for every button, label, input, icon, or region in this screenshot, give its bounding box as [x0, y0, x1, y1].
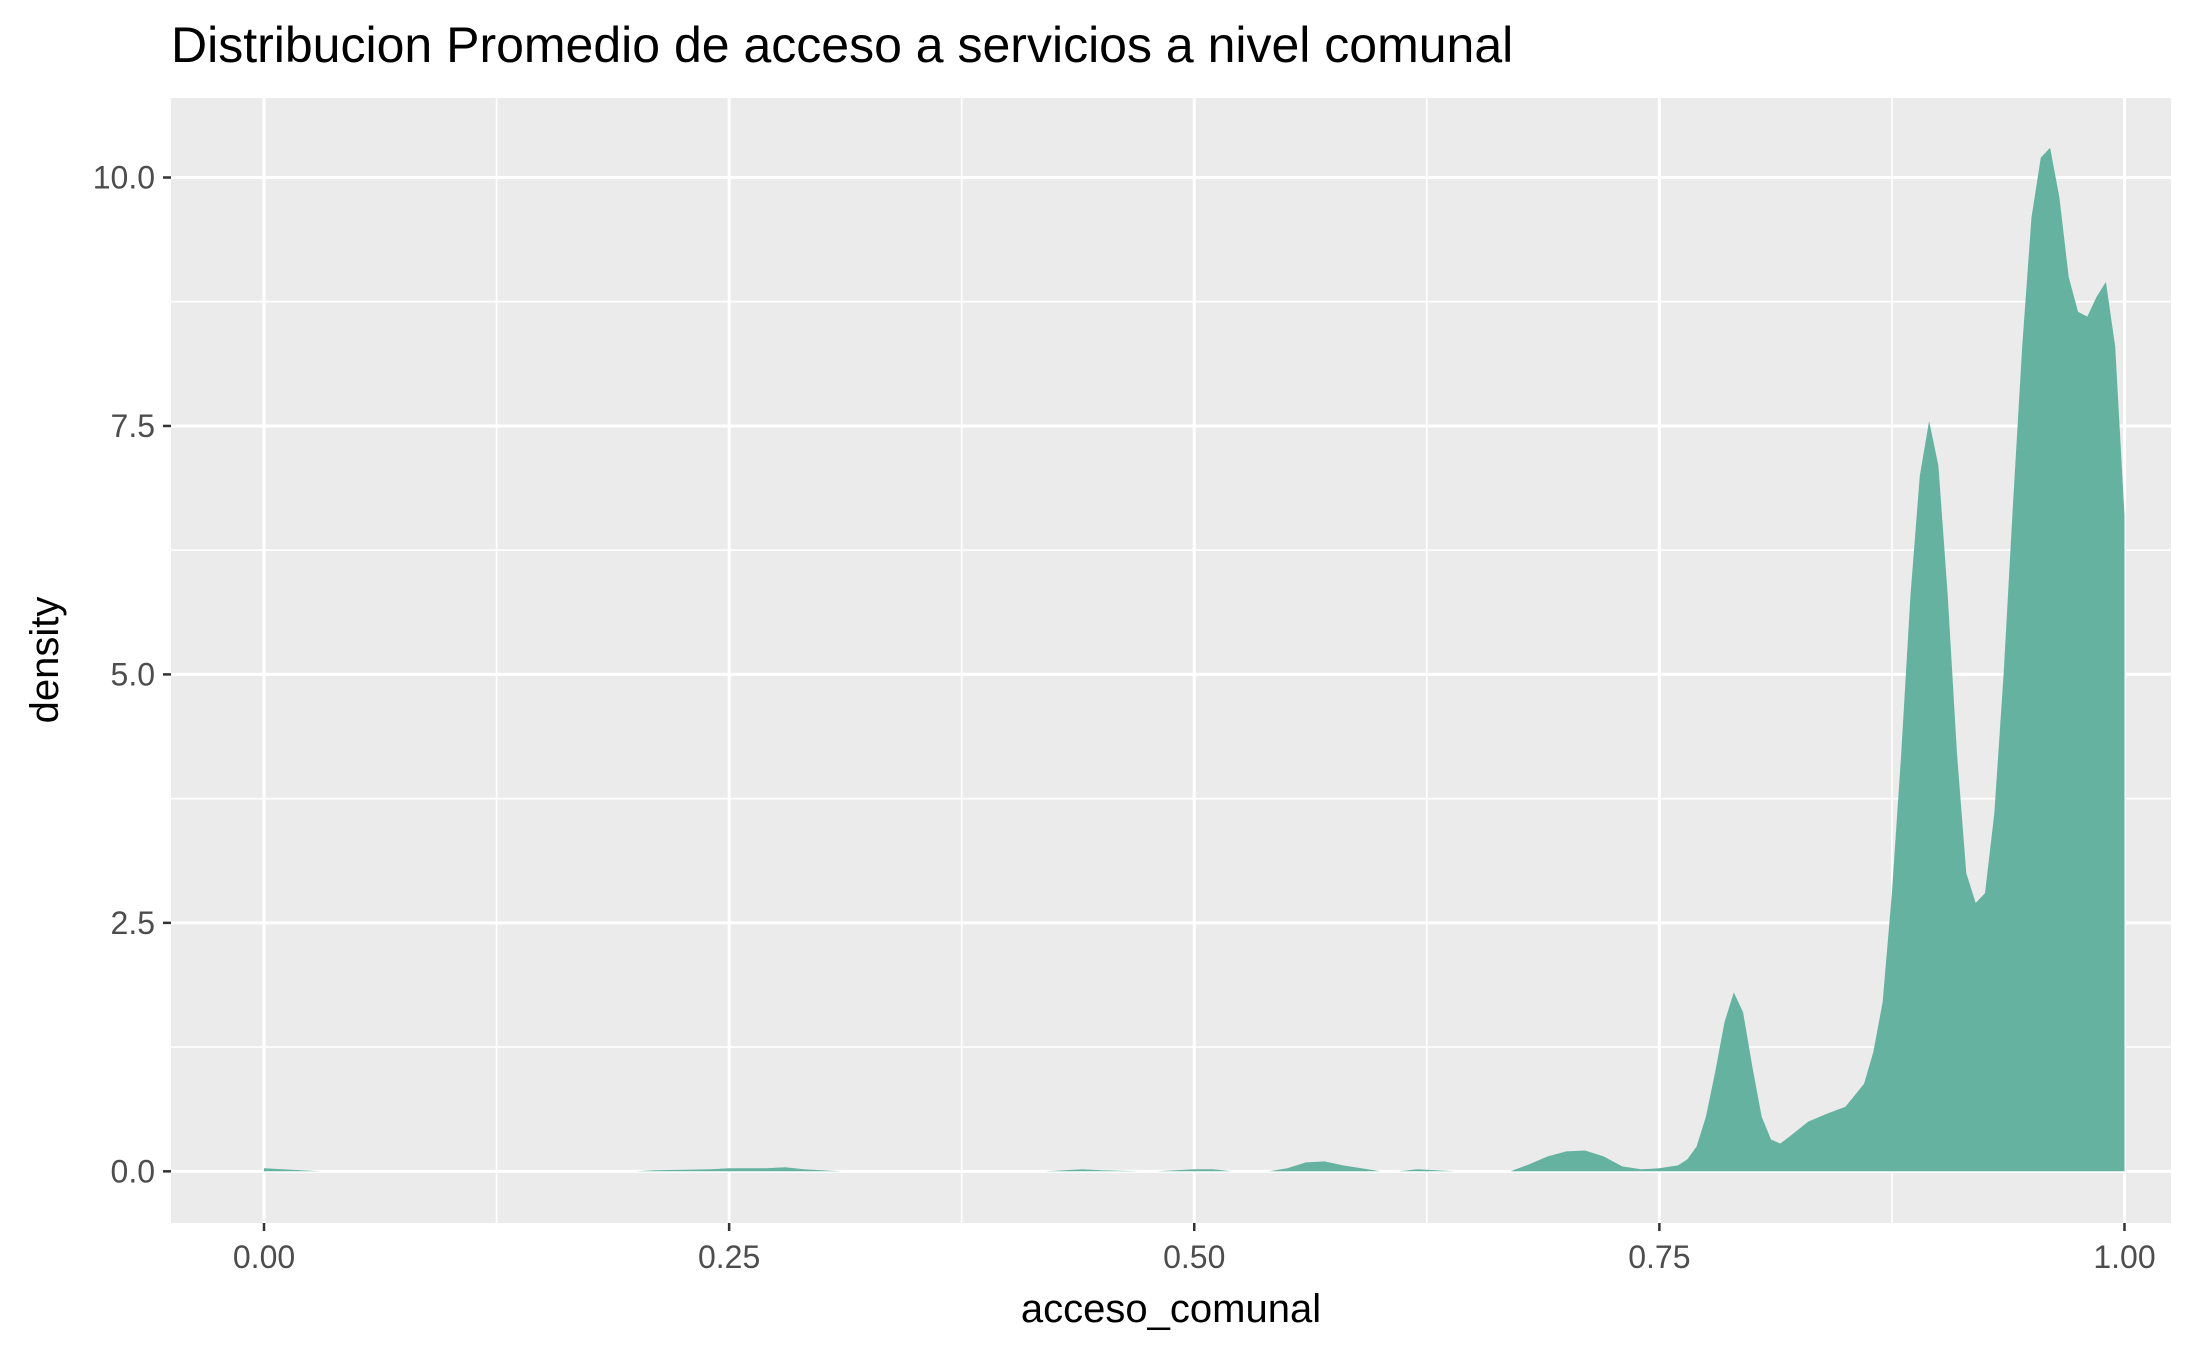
y-tick-label: 2.5: [111, 905, 155, 941]
minor-gridlines: [171, 98, 2171, 1223]
y-tick-label: 5.0: [111, 656, 155, 692]
density-area: [264, 147, 2125, 1172]
x-tick-label: 0.75: [1628, 1239, 1690, 1275]
x-axis-title: acceso_comunal: [1021, 1287, 1321, 1331]
y-axis: 0.0 2.5 5.0 7.5 10.0: [93, 160, 171, 1189]
y-tick-label: 7.5: [111, 408, 155, 444]
y-tick-label: 0.0: [111, 1153, 155, 1189]
y-tick-label: 10.0: [93, 160, 155, 196]
x-tick-label: 0.50: [1163, 1239, 1225, 1275]
chart-title: Distribucion Promedio de acceso a servic…: [171, 17, 1513, 73]
x-tick-label: 0.00: [233, 1239, 295, 1275]
x-tick-label: 0.25: [698, 1239, 760, 1275]
plot-panel: [171, 98, 2171, 1223]
x-tick-label: 1.00: [2093, 1239, 2155, 1275]
y-axis-title: density: [23, 597, 67, 724]
x-axis: 0.00 0.25 0.50 0.75 1.00: [233, 1223, 2156, 1275]
